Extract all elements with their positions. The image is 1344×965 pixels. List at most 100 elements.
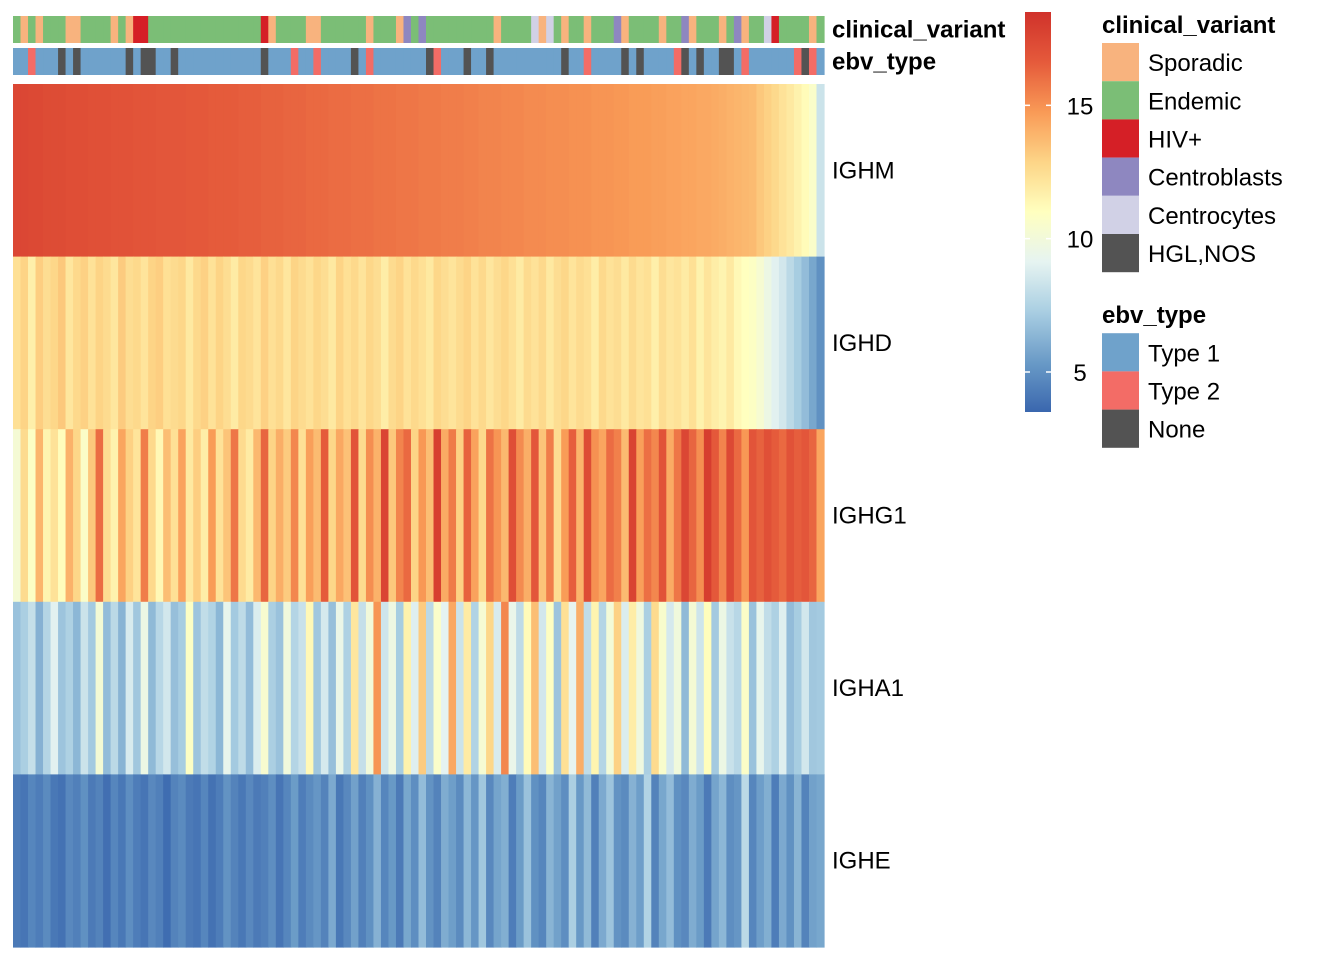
annotation-cell xyxy=(223,48,232,75)
heatmap-cell xyxy=(636,256,645,430)
legend-ebv-type: ebv_type Type 1 Type 2 None xyxy=(1102,302,1220,448)
annotation-cell xyxy=(193,48,202,75)
heatmap-cell xyxy=(88,429,97,603)
heatmap-cell xyxy=(703,601,712,775)
heatmap-cell xyxy=(718,256,727,430)
heatmap-cell xyxy=(463,774,472,948)
annotation-cell xyxy=(343,48,352,75)
heatmap-cell xyxy=(358,256,367,430)
heatmap-cell xyxy=(163,429,172,603)
heatmap-cell xyxy=(628,256,637,430)
annotation-cell xyxy=(290,16,299,43)
annotation-cell xyxy=(380,16,390,43)
heatmap-cell xyxy=(20,774,29,948)
annotation-cell xyxy=(606,48,615,75)
heatmap-cell xyxy=(43,256,52,430)
heatmap-cell xyxy=(538,601,547,775)
heatmap-cell xyxy=(471,601,480,775)
heatmap-cell xyxy=(681,256,690,430)
heatmap-cell xyxy=(448,774,457,948)
heatmap-cell xyxy=(80,256,89,430)
heatmap-cell xyxy=(808,774,818,948)
heatmap-cell xyxy=(328,256,337,430)
heatmap-cell xyxy=(215,774,224,948)
heatmap-cell xyxy=(763,774,773,948)
annotation-cell xyxy=(275,16,284,43)
heatmap-cell xyxy=(155,84,164,258)
heatmap-cell xyxy=(621,774,630,948)
heatmap-cell xyxy=(771,774,780,948)
heatmap-cell xyxy=(433,774,442,948)
annotation-cell xyxy=(110,16,119,43)
heatmap-cell xyxy=(88,601,97,775)
heatmap-cell xyxy=(260,84,269,258)
heatmap-cell xyxy=(801,601,810,775)
heatmap-cell xyxy=(388,256,397,430)
annotation-cell xyxy=(688,16,697,43)
heatmap-cell xyxy=(118,256,127,430)
heatmap-cell xyxy=(133,774,142,948)
heatmap-cell xyxy=(20,84,29,258)
heatmap-cell xyxy=(771,256,780,430)
annotation-cell xyxy=(523,48,532,75)
annotation-cell xyxy=(200,48,209,75)
heatmap-cell xyxy=(20,429,29,603)
heatmap-cell xyxy=(358,774,367,948)
heatmap-cell xyxy=(305,601,314,775)
heatmap-cell xyxy=(13,429,22,603)
heatmap-cell xyxy=(35,84,44,258)
annotation-cell xyxy=(598,16,607,43)
heatmap-cell xyxy=(358,601,367,775)
heatmap-cell xyxy=(50,256,59,430)
annotation-cell xyxy=(471,16,480,43)
heatmap-cell xyxy=(643,774,652,948)
heatmap-cell xyxy=(448,429,457,603)
heatmap-cell xyxy=(148,84,157,258)
heatmap-cell xyxy=(290,84,299,258)
heatmap-cell xyxy=(125,774,134,948)
heatmap-cell xyxy=(185,601,194,775)
heatmap-cell xyxy=(666,429,675,603)
heatmap-cell xyxy=(561,601,570,775)
heatmap-cell xyxy=(335,84,345,258)
heatmap-cell xyxy=(58,601,67,775)
annotation-cell xyxy=(778,16,788,43)
heatmap-cell xyxy=(178,84,187,258)
heatmap-cell xyxy=(283,84,292,258)
heatmap-cell xyxy=(546,601,555,775)
heatmap-cell xyxy=(478,84,487,258)
heatmap-cell xyxy=(388,429,397,603)
heatmap-cell xyxy=(636,84,645,258)
annotation-cell xyxy=(245,16,254,43)
heatmap-cell xyxy=(583,774,592,948)
heatmap-cell xyxy=(681,774,690,948)
heatmap-cell xyxy=(125,429,134,603)
heatmap-cell xyxy=(155,256,164,430)
annotation-cell xyxy=(583,16,592,43)
heatmap-cell xyxy=(718,774,727,948)
heatmap-cell xyxy=(298,84,307,258)
heatmap-cell xyxy=(35,774,44,948)
annotation-cell xyxy=(268,16,277,43)
heatmap-cell xyxy=(245,256,254,430)
annotation-cell xyxy=(793,48,803,75)
heatmap-cell xyxy=(230,429,239,603)
heatmap-cell xyxy=(658,774,667,948)
heatmap-cell xyxy=(110,601,119,775)
heatmap-cell xyxy=(305,774,314,948)
heatmap-cell xyxy=(741,84,750,258)
heatmap-cell xyxy=(561,429,570,603)
legend-label-type-1: Type 1 xyxy=(1148,340,1220,367)
heatmap-cell xyxy=(178,601,187,775)
annotation-cell xyxy=(260,16,269,43)
annotation-cell xyxy=(801,48,810,75)
heatmap-cell xyxy=(591,601,600,775)
annotation-cell xyxy=(328,16,337,43)
heatmap-cell xyxy=(290,774,299,948)
heatmap-cell xyxy=(501,256,510,430)
heatmap-cell xyxy=(651,429,660,603)
heatmap-cell xyxy=(418,601,427,775)
heatmap-cell xyxy=(395,84,405,258)
heatmap-cell xyxy=(651,84,660,258)
legend-swatch-none xyxy=(1102,409,1139,448)
